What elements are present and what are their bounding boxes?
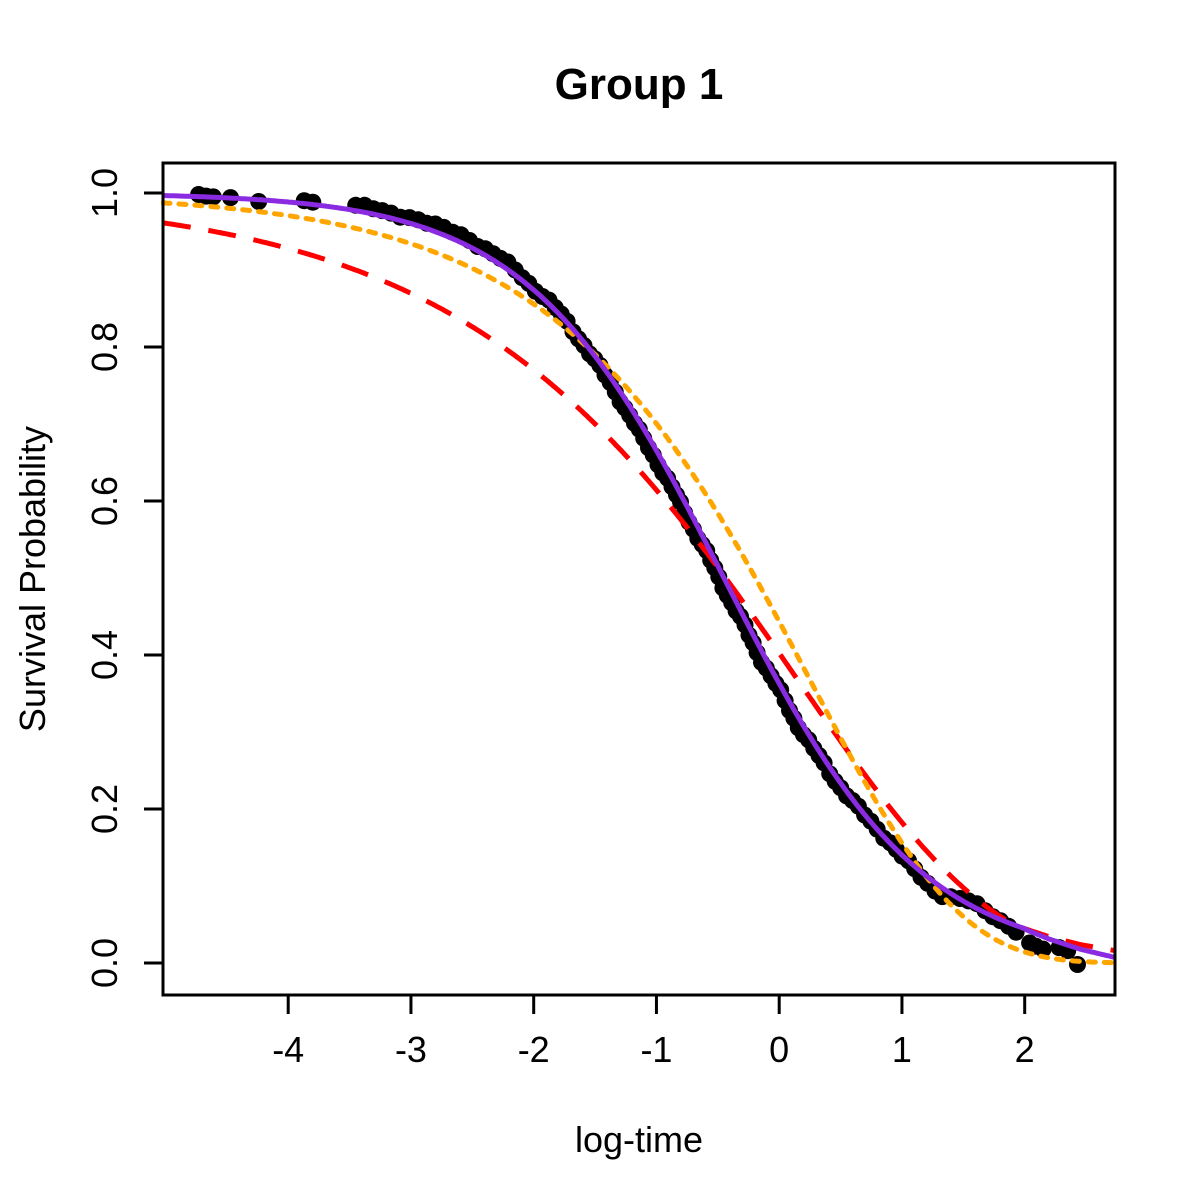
y-tick-label: 0.6 [84, 476, 125, 526]
y-tick-label: 0.8 [84, 322, 125, 372]
y-axis-ticks: 0.0 0.2 0.4 0.6 0.8 1.0 [84, 168, 163, 988]
fit-curves-layer [161, 193, 1117, 966]
km-point [1034, 940, 1052, 958]
y-tick-label: 0.2 [84, 784, 125, 834]
y-axis-title: Survival Probability [12, 426, 53, 732]
solid-purple-fit-curve [162, 193, 1116, 960]
x-tick-label: 1 [892, 1029, 912, 1070]
x-tick-label: -3 [395, 1029, 427, 1070]
x-tick-label: 2 [1015, 1029, 1035, 1070]
x-axis-title: log-time [575, 1119, 703, 1160]
x-tick-label: -4 [272, 1029, 304, 1070]
x-axis-ticks: -4 -3 -2 -1 0 1 2 [272, 995, 1035, 1070]
plot-title: Group 1 [555, 60, 724, 109]
dotted-orange-fit-curve [161, 200, 1117, 966]
dashed-red-fit-curve [162, 220, 1116, 954]
y-tick-label: 0.0 [84, 938, 125, 988]
plot-box [161, 161, 1117, 997]
y-tick-label: 0.4 [84, 630, 125, 680]
x-tick-label: -1 [640, 1029, 672, 1070]
y-tick-label: 1.0 [84, 168, 125, 218]
x-tick-label: -2 [518, 1029, 550, 1070]
x-tick-label: 0 [769, 1029, 789, 1070]
